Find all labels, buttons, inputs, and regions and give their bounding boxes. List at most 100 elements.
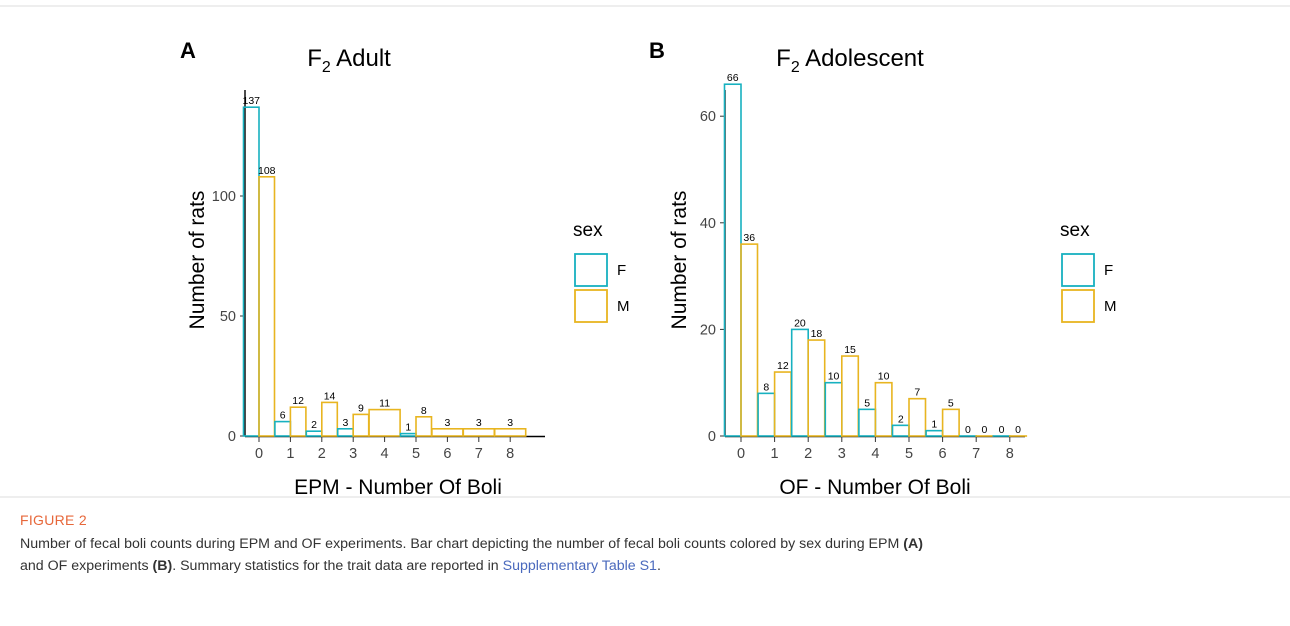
caption-ref-b: (B) [152, 558, 173, 574]
chart-title: F2 Adult [307, 45, 391, 76]
x-tick-label: 1 [286, 446, 294, 462]
x-tick-label: 4 [381, 446, 389, 462]
x-axis-label: EPM - Number Of Boli [294, 476, 502, 499]
x-tick-label: 8 [1006, 446, 1014, 462]
x-tick-label: 3 [838, 446, 846, 462]
data-label: 7 [914, 387, 920, 399]
bar-f [891, 424, 910, 437]
legend-key-m [574, 289, 608, 323]
bar-m [320, 401, 339, 437]
x-tick-label: 2 [804, 446, 812, 462]
legend-label: F [1104, 262, 1113, 279]
bar-m [493, 427, 527, 437]
data-label: 12 [292, 395, 304, 407]
bar-f [242, 106, 260, 437]
legend-title: sex [573, 220, 603, 241]
legend-label: F [617, 262, 626, 279]
panel-letter: B [649, 38, 665, 63]
bar-f [305, 430, 323, 437]
x-tick-label: 5 [412, 446, 420, 462]
y-tick-label: 50 [220, 309, 236, 325]
data-label: 20 [794, 317, 806, 329]
bar-f [399, 432, 417, 437]
data-label: 3 [444, 417, 450, 429]
supplementary-table-link[interactable]: Supplementary Table S1 [502, 558, 657, 574]
caption-line1: Number of fecal boli counts during EPM a… [20, 536, 900, 552]
data-label: 0 [965, 424, 971, 436]
data-label: 14 [324, 390, 336, 402]
data-label: 0 [999, 424, 1005, 436]
legend: sex F M [573, 220, 630, 323]
bar-m [431, 427, 464, 437]
data-label: 66 [727, 72, 739, 84]
data-label: 0 [1015, 424, 1021, 436]
bar-m [773, 371, 792, 437]
x-tick-label: 6 [443, 446, 451, 462]
data-label: 15 [844, 344, 856, 356]
bar-m [368, 408, 401, 437]
y-tick-label: 0 [708, 429, 716, 445]
y-tick-label: 20 [700, 322, 716, 338]
caption-line2-end: . [656, 558, 661, 574]
x-tick-label: 1 [771, 446, 779, 462]
legend-key-m [1061, 289, 1095, 323]
caption-text: Number of fecal boli counts during EPM a… [20, 533, 1250, 577]
x-tick-label: 3 [349, 446, 357, 462]
figure-caption: FIGURE 2 Number of fecal boli counts dur… [20, 512, 1250, 577]
legend: sex F M [1060, 220, 1117, 323]
x-tick-label: 0 [737, 446, 745, 462]
x-tick-label: 7 [972, 446, 980, 462]
y-tick-label: 100 [212, 189, 236, 205]
bar-f [824, 381, 843, 437]
bar-m [415, 415, 433, 437]
data-label: 2 [311, 419, 317, 431]
bar-m [352, 413, 370, 437]
x-tick-label: 5 [905, 446, 913, 462]
data-label: 9 [358, 402, 364, 414]
y-axis-label: Number of rats [668, 191, 691, 330]
bar-m [740, 243, 759, 437]
y-tick-label: 40 [700, 216, 716, 232]
legend-key-f [1061, 253, 1095, 287]
figure-label: FIGURE 2 [20, 512, 87, 528]
x-tick-label: 8 [506, 446, 514, 462]
bar-f [925, 429, 944, 437]
chart-title: F2 Adolescent [776, 45, 924, 76]
bar-m [908, 397, 927, 437]
x-axis-label: OF - Number Of Boli [779, 476, 970, 499]
caption-ref-a: (A) [903, 536, 923, 552]
bar-m [840, 355, 860, 437]
caption-line2-mid: . Summary statistics for the trait data … [172, 558, 499, 574]
legend-label: M [617, 298, 630, 315]
data-label: 1 [931, 419, 937, 431]
x-tick-label: 6 [939, 446, 947, 462]
bar-f [858, 408, 877, 437]
data-label: 6 [280, 410, 286, 422]
data-label: 8 [421, 405, 427, 417]
data-label: 1 [405, 422, 411, 434]
data-label: 5 [948, 397, 954, 409]
legend-label: M [1104, 298, 1117, 315]
data-label: 10 [878, 371, 890, 383]
bar-m [462, 427, 496, 437]
panel-letter: A [180, 38, 196, 63]
x-tick-label: 0 [255, 446, 263, 462]
y-tick-label: 0 [228, 429, 236, 445]
data-label: 3 [507, 417, 513, 429]
y-axis-label: Number of rats [186, 191, 209, 330]
data-label: 3 [476, 417, 482, 429]
bar-f [790, 328, 810, 437]
data-label: 0 [982, 424, 988, 436]
legend-title: sex [1060, 220, 1090, 241]
bar-f [274, 420, 292, 437]
data-label: 12 [777, 360, 789, 372]
legend-key-f [574, 253, 608, 287]
bar-f [723, 83, 742, 437]
data-label: 36 [743, 232, 755, 244]
y-tick-label: 60 [700, 109, 716, 125]
bar-m [258, 176, 276, 437]
